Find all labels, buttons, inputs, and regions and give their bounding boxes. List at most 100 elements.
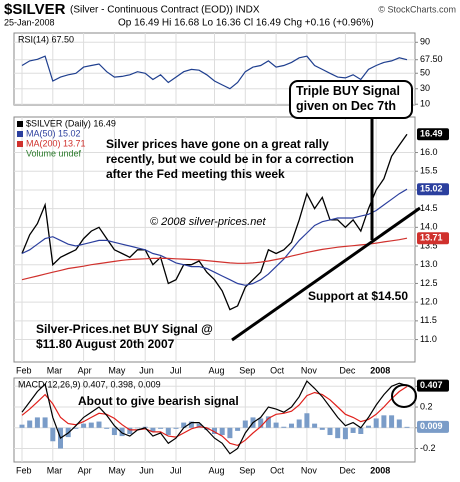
y-tick-label: 67.50 [420, 54, 443, 64]
panel-title: RSI(14) 67.50 [18, 34, 74, 44]
x-tick-label: Mar [47, 365, 63, 375]
legend-label: $SILVER (Daily) 16.49 [26, 118, 116, 128]
legend-label: Volume undef [26, 148, 82, 158]
bar [235, 427, 241, 431]
bar [342, 427, 348, 440]
bar [212, 427, 217, 434]
bar [281, 426, 287, 428]
title: $SILVER [4, 1, 66, 18]
subtitle: (Silver - Continuous Contract (EOD)) IND… [70, 5, 260, 16]
legend-swatch [17, 131, 23, 137]
bar [27, 420, 33, 428]
bar [350, 427, 356, 433]
annotation: Silver prices have gone on a great rally… [106, 137, 354, 181]
bar [258, 418, 264, 428]
x-tick-label: Nov [301, 465, 318, 475]
y-tick-label: 50 [420, 68, 430, 78]
x-tick-label: Apr [78, 365, 92, 375]
bar [104, 427, 110, 429]
value-tag-label: 13.71 [420, 233, 443, 243]
callout-box [289, 80, 413, 119]
y-tick-label: 0.2 [420, 401, 433, 411]
annotation: Support at $14.50 [308, 289, 409, 303]
x-tick-label: Aug [209, 365, 225, 375]
bar [373, 418, 379, 428]
bar [312, 423, 318, 428]
x-tick-label: Jun [139, 465, 154, 475]
y-tick-label: 12.0 [420, 297, 438, 307]
y-tick-label: 16.0 [420, 147, 438, 157]
line [21, 133, 408, 311]
y-tick-label: 13.5 [420, 240, 438, 250]
annotation: About to give bearish signal [78, 394, 239, 408]
x-tick-label: 2008 [370, 365, 390, 375]
line [21, 380, 408, 455]
bar [81, 423, 87, 428]
line [21, 55, 408, 90]
bar [404, 426, 410, 428]
bar [88, 422, 94, 428]
support-line [231, 206, 421, 342]
bar [389, 415, 395, 428]
bar [111, 427, 117, 436]
x-tick-label: Mar [47, 465, 63, 475]
y-tick-label: 10 [420, 99, 430, 109]
bar [366, 425, 371, 428]
x-tick-label: May [108, 365, 126, 375]
y-tick-label: 90 [420, 37, 430, 47]
bar [289, 423, 294, 428]
y-tick-label: 30 [420, 83, 430, 93]
bar [96, 421, 102, 428]
x-tick-label: Jul [170, 365, 182, 375]
line [21, 385, 408, 447]
x-tick-label: May [108, 465, 126, 475]
bar [396, 419, 402, 428]
y-tick-label: 14.0 [420, 222, 438, 232]
bar [196, 423, 202, 428]
bar [165, 427, 171, 436]
bar [296, 419, 302, 428]
x-tick-label: Dec [339, 465, 356, 475]
bar [42, 417, 48, 428]
panel-title: MACD(12,26,9) 0.407, 0.398, 0.009 [18, 379, 161, 389]
annotation: Triple BUY Signal given on Dec 7th [296, 84, 400, 113]
bar [219, 427, 225, 436]
x-tick-label: Feb [16, 365, 32, 375]
value-tag-label: 0.407 [420, 380, 443, 390]
bar [34, 417, 40, 428]
bar [181, 422, 187, 428]
bar [19, 424, 25, 428]
bar [135, 427, 140, 429]
bar [327, 427, 333, 436]
bar [119, 427, 125, 437]
bar [358, 427, 364, 434]
x-tick-label: 2008 [370, 465, 390, 475]
y-tick-label: 14.5 [420, 203, 438, 213]
callout-circle [391, 384, 417, 408]
x-tick-label: Oct [270, 365, 285, 375]
y-tick-label: 13.0 [420, 259, 438, 269]
value-tag [417, 128, 449, 141]
x-tick-label: Sep [239, 465, 255, 475]
date: 25-Jan-2008 [4, 17, 55, 27]
annotation: © 2008 silver-prices.net [150, 216, 266, 228]
x-tick-label: Aug [209, 465, 225, 475]
value-tag [417, 183, 449, 196]
legend-swatch [17, 121, 23, 127]
bar [127, 427, 133, 434]
bar [304, 413, 310, 428]
legend-label: MA(50) 15.02 [26, 128, 81, 138]
bar [50, 427, 56, 442]
bar [173, 427, 179, 429]
y-tick-label: 11.5 [420, 315, 437, 325]
bar [265, 416, 271, 428]
bar [319, 427, 325, 430]
bar [273, 422, 279, 428]
legend-label: MA(200) 13.71 [26, 138, 86, 148]
line [21, 237, 408, 281]
value-tag-label: 16.49 [420, 129, 443, 139]
value-tag-label: 0.009 [420, 421, 443, 431]
annotation: Silver-Prices.net BUY Signal @ $11.80 Au… [36, 322, 213, 351]
